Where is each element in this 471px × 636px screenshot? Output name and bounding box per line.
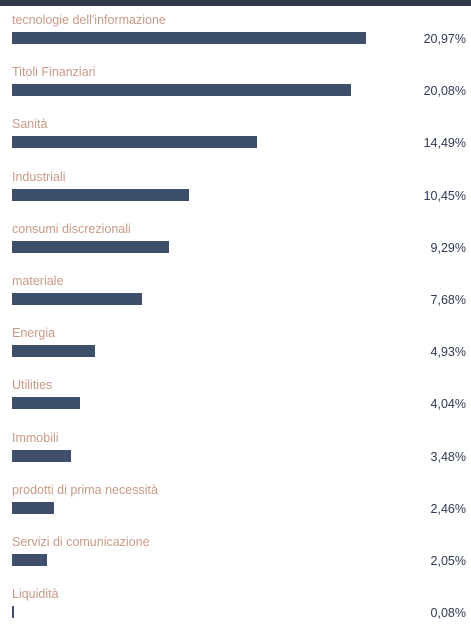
value-bar: [12, 189, 189, 201]
chart-row: consumi discrezionali 9,29%: [0, 221, 471, 271]
chart-row: materiale 7,68%: [0, 273, 471, 323]
value-bar: [12, 397, 80, 409]
value-label: 20,08%: [424, 83, 466, 99]
value-label: 0,08%: [431, 605, 466, 621]
chart-row: Utilities 4,04%: [0, 377, 471, 427]
value-label: 4,93%: [431, 344, 466, 360]
category-label: prodotti di prima necessità: [12, 482, 158, 498]
value-bar: [12, 554, 47, 566]
category-label: materiale: [12, 273, 63, 289]
chart-row: prodotti di prima necessità 2,46%: [0, 482, 471, 532]
chart-row: Immobili 3,48%: [0, 430, 471, 480]
value-bar: [12, 293, 142, 305]
value-label: 3,48%: [431, 449, 466, 465]
value-bar: [12, 502, 54, 514]
value-label: 4,04%: [431, 396, 466, 412]
value-bar: [12, 32, 366, 44]
value-label: 9,29%: [431, 240, 466, 256]
value-bar: [12, 84, 351, 96]
value-label: 2,05%: [431, 553, 466, 569]
value-bar: [12, 450, 71, 462]
value-label: 2,46%: [431, 501, 466, 517]
chart-row: Energia 4,93%: [0, 325, 471, 375]
category-label: Industriali: [12, 169, 66, 185]
value-label: 7,68%: [431, 292, 466, 308]
category-label: Titoli Finanziari: [12, 64, 96, 80]
value-bar: [12, 606, 14, 618]
value-bar: [12, 345, 95, 357]
chart-row: tecnologie dell'informazione 20,97%: [0, 12, 471, 62]
value-bar: [12, 136, 257, 148]
chart-row: Servizi di comunicazione 2,05%: [0, 534, 471, 584]
value-label: 14,49%: [424, 135, 466, 151]
sector-allocation-bar-chart: tecnologie dell'informazione 20,97% Titoli…: [0, 0, 471, 615]
category-label: Sanità: [12, 116, 47, 132]
category-label: Energia: [12, 325, 55, 341]
value-bar: [12, 241, 169, 253]
chart-row: Liquidità 0,08%: [0, 586, 471, 636]
chart-row: Sanità 14,49%: [0, 116, 471, 166]
chart-row: Industriali 10,45%: [0, 169, 471, 219]
value-label: 10,45%: [424, 188, 466, 204]
category-label: Servizi di comunicazione: [12, 534, 150, 550]
chart-row: Titoli Finanziari 20,08%: [0, 64, 471, 114]
category-label: Utilities: [12, 377, 52, 393]
category-label: consumi discrezionali: [12, 221, 131, 237]
category-label: tecnologie dell'informazione: [12, 12, 166, 28]
category-label: Liquidità: [12, 586, 59, 602]
value-label: 20,97%: [424, 31, 466, 47]
category-label: Immobili: [12, 430, 59, 446]
